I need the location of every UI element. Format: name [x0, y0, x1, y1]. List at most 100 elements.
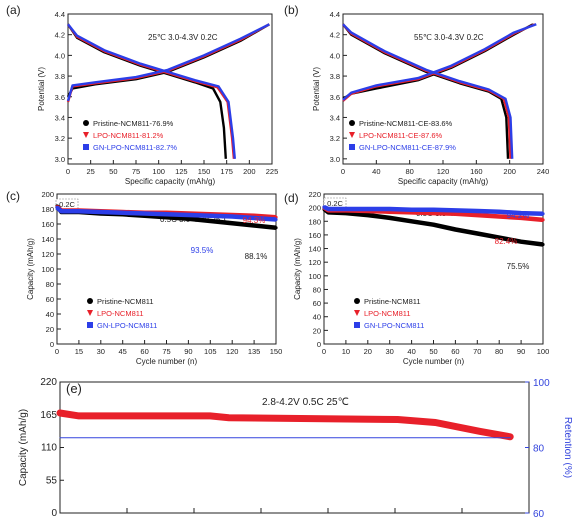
legend-marker-triangle	[83, 132, 89, 138]
y-axis-label: Capacity (mAh/g)	[18, 409, 29, 486]
retention-annotation: 88.1%	[245, 252, 268, 261]
data-point	[59, 209, 63, 213]
panel-e: 0 55 110 165 220 Capacity (mAh/g) 60 80 100 Reten…	[18, 377, 572, 518]
x-tick-label: 175	[220, 167, 233, 176]
y-tick-label: 60	[46, 295, 54, 304]
data-point	[77, 209, 81, 213]
data-point	[143, 211, 147, 216]
y-tick-label: 3.0	[55, 155, 65, 164]
legend-marker-square	[83, 144, 89, 150]
x-tick-label: 60	[451, 347, 459, 356]
retention-annotation: 94.3%	[243, 216, 266, 225]
retention-annotation: 82.4%	[495, 237, 518, 246]
y-tick-label: 3.8	[55, 72, 65, 81]
series-charge-curve	[66, 23, 270, 102]
x-tick-label: 0	[341, 167, 345, 176]
rate-note: 0.2C	[59, 200, 75, 209]
panel-label: (c)	[6, 189, 20, 203]
data-point	[121, 211, 125, 215]
x-tick-label: 200	[503, 167, 516, 176]
data-point	[208, 214, 212, 218]
series-band	[323, 204, 544, 217]
retention-annotation: 93.5%	[191, 246, 214, 255]
y-tick-label: 4.4	[330, 10, 340, 19]
x-tick-label: 50	[429, 347, 437, 356]
data-point	[541, 212, 545, 216]
panel-c: 0 20 40 60 80 100 120 140 160 180 200 0 15 30 45 60 75 90…	[6, 189, 282, 366]
y2-tick-label: 100	[533, 378, 550, 389]
x-tick-label: 10	[342, 347, 350, 356]
panel-label: (e)	[66, 381, 82, 396]
retention-annotation: 75.5%	[507, 262, 530, 271]
data-point	[186, 213, 190, 217]
series-band	[55, 205, 277, 222]
data-point	[497, 214, 501, 219]
data-point	[475, 213, 479, 217]
y-tick-label: 60	[313, 299, 321, 308]
x-tick-label: 100	[537, 347, 550, 356]
y-tick-label: 3.2	[55, 134, 65, 143]
data-point	[431, 211, 436, 215]
x-axis-label: Cycle number (n)	[136, 357, 198, 366]
y-tick-label: 110	[41, 443, 57, 454]
data-point	[388, 216, 392, 220]
x-tick-label: 150	[270, 347, 283, 356]
data-point	[388, 207, 392, 211]
x-tick-label: 50	[109, 167, 117, 176]
x-tick-label: 120	[226, 347, 239, 356]
data-point	[453, 208, 457, 212]
y-tick-label: 120	[308, 258, 321, 267]
x-tick-label: 20	[364, 347, 372, 356]
x-tick-label: 0	[55, 347, 59, 356]
data-point	[252, 223, 256, 228]
x-tick-label: 125	[175, 167, 188, 176]
x-tick-label: 90	[517, 347, 525, 356]
legend-entry: Pristine-NCM811	[364, 297, 421, 306]
y-tick-label: 80	[46, 280, 54, 289]
legend-marker-circle	[354, 298, 360, 304]
series-band	[322, 207, 544, 247]
y-tick-label: 220	[40, 377, 57, 388]
y-tick-label: 3.6	[330, 93, 340, 102]
x-tick-label: 135	[248, 347, 261, 356]
y-tick-label: 180	[41, 205, 54, 214]
x-tick-label: 45	[119, 347, 127, 356]
y-tick-label: 0	[51, 508, 57, 518]
y-tick-label: 100	[41, 265, 54, 274]
x-tick-label: 40	[372, 167, 380, 176]
x-axis-label: Specific capacity (mAh/g)	[125, 177, 216, 186]
x-tick-label: 30	[386, 347, 394, 356]
legend-marker-square	[354, 322, 360, 328]
y-axis-label: Capacity (mAh/g)	[293, 238, 302, 300]
condition-label: 2.8-4.2V 0.5C 25℃	[262, 397, 349, 408]
y-axis-label: Potential (V)	[312, 67, 321, 111]
data-point	[475, 209, 479, 213]
data-point	[431, 223, 436, 227]
x-tick-label: 15	[75, 347, 83, 356]
legend-marker-triangle	[349, 132, 355, 138]
data-point	[230, 221, 234, 225]
x-tick-label: 100	[152, 167, 165, 176]
data-point	[497, 236, 501, 240]
y-tick-label: 200	[41, 190, 54, 199]
data-point	[230, 214, 234, 219]
legend-entry: GN-LPO-NCM811	[97, 321, 157, 330]
data-point	[252, 216, 256, 220]
data-point	[186, 217, 190, 221]
y-tick-label: 165	[40, 410, 57, 421]
y-tick-label: 0	[317, 340, 321, 349]
y-tick-label: 3.4	[330, 113, 340, 122]
y-tick-label: 4.0	[330, 51, 340, 60]
y-tick-label: 160	[308, 231, 321, 240]
legend-marker-square	[349, 144, 355, 150]
x-axis-label: Specific capacity (mAh/g)	[398, 177, 489, 186]
panel-b: 3.0 3.2 3.4 3.6 3.8 4.0 4.2 4.4 0 40 80 120 160 200 24…	[284, 3, 549, 186]
data-point	[475, 231, 479, 236]
y-tick-label: 4.4	[55, 10, 65, 19]
data-point	[519, 211, 523, 215]
y-tick-label: 20	[46, 325, 54, 334]
panel-label: (a)	[6, 3, 21, 17]
y-tick-label: 200	[308, 204, 321, 213]
legend-entry: GN-LPO-NCM811-82.7%	[93, 143, 177, 152]
y-tick-label: 140	[41, 235, 54, 244]
